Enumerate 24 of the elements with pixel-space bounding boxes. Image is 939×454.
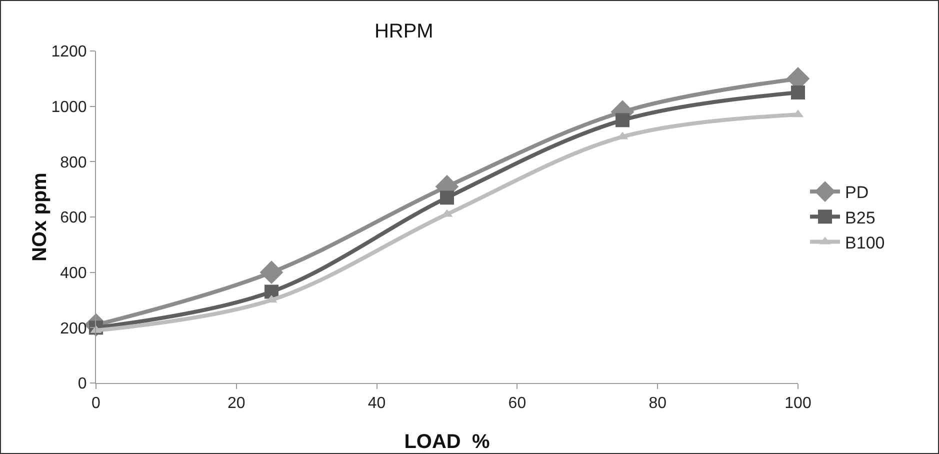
point (440, 190, 454, 205)
point (264, 284, 278, 299)
y-axis-title: NOx ppm (29, 172, 51, 262)
x-tick-label: 80 (648, 395, 667, 412)
y-tick-label: 1000 (51, 98, 87, 116)
x-tick-label: 100 (784, 395, 812, 412)
x-axis-title: LOAD % (404, 431, 490, 453)
y-tick-label: 200 (60, 320, 87, 338)
y-tick-label: 800 (60, 154, 87, 172)
y-tick-label: 1200 (51, 44, 87, 61)
legend-label: B25 (845, 208, 876, 228)
y-tick-label: 600 (60, 210, 87, 227)
y-tick-label: 400 (60, 264, 87, 282)
point (616, 113, 630, 128)
legend-label: PD (845, 183, 869, 202)
point (260, 260, 284, 284)
x-tick-label: 20 (228, 395, 246, 412)
x-tick-label: 40 (368, 395, 386, 412)
chart-title: HRPM (374, 20, 434, 43)
legend-label: B100 (845, 233, 885, 252)
x-tick-label: 60 (508, 395, 526, 412)
point (791, 86, 805, 100)
y-tick-label: 0 (78, 376, 87, 393)
x-tick-label: 0 (92, 395, 101, 412)
